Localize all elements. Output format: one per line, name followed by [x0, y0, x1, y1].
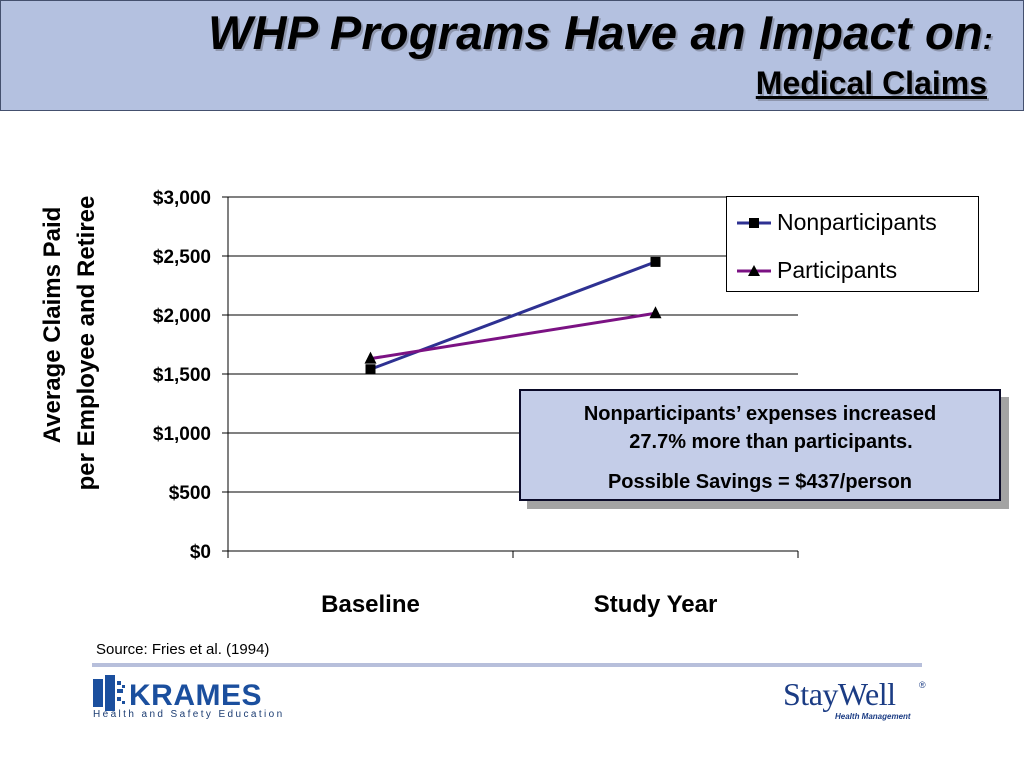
callout-line-1: Nonparticipants’ expenses increased — [583, 403, 937, 425]
series-1-point-1 — [649, 306, 662, 319]
series-0-point-0 — [365, 364, 376, 375]
source-citation: Source: Fries et al. (1994) — [96, 641, 270, 658]
series-1-point-0 — [364, 351, 377, 364]
staywell-registered-mark: ® — [919, 680, 926, 690]
krames-logo: KRAMES Health and Safety Education — [93, 673, 293, 723]
y-tick-labels: $0 $500 $1,000 $1,500 $2,000 $2,500 $3,000 — [153, 188, 211, 563]
y-tick-label-2: $1,000 — [153, 424, 211, 445]
slide-title-text: WHP Programs Have an Impact on — [208, 6, 983, 59]
y-tick-label-3: $1,500 — [153, 365, 211, 386]
krames-tagline: Health and Safety Education — [93, 709, 285, 720]
y-tick-label-6: $3,000 — [153, 188, 211, 209]
series-0-point-1 — [650, 256, 661, 267]
x-category-label-1: Study Year — [594, 591, 718, 618]
krames-mark-icon — [93, 675, 125, 711]
krames-wordmark: KRAMES — [129, 679, 263, 712]
chart-axes — [222, 196, 799, 558]
y-tick-label-0: $0 — [190, 542, 211, 563]
y-tick-label-1: $500 — [169, 483, 211, 504]
legend-label-nonparticipants: Nonparticipants — [777, 209, 937, 235]
slide-title: WHP Programs Have an Impact on: — [208, 5, 993, 60]
y-axis-label-line-1: Average Claims Paid — [39, 207, 66, 444]
staywell-wordmark: StayWell — [783, 676, 896, 712]
slide-title-colon: : — [982, 23, 993, 56]
callout-line-2: 27.7% more than participants. — [629, 431, 913, 453]
title-band: WHP Programs Have an Impact on: Medical … — [0, 0, 1024, 111]
y-tick-label-5: $2,500 — [153, 247, 211, 268]
series-line-1 — [370, 311, 656, 361]
y-axis-label-line-2: per Employee and Retiree — [73, 196, 100, 491]
line-chart: $0 $500 $1,000 $1,500 $2,000 $2,500 $3,000 Bas… — [39, 188, 799, 618]
savings-callout: Nonparticipants’ expenses increased 27.7… — [519, 389, 1001, 501]
callout-line-3: Possible Savings = $437/person — [607, 471, 913, 493]
staywell-tagline: Health Management — [835, 712, 911, 721]
y-tick-label-4: $2,000 — [153, 306, 211, 327]
footer-divider — [92, 663, 922, 667]
chart-legend: Nonparticipants Participants — [726, 196, 979, 292]
x-category-label-0: Baseline — [321, 591, 420, 618]
x-category-labels: Baseline Study Year — [321, 591, 717, 618]
legend-swatch-nonparticipants — [737, 218, 771, 228]
chart-series — [364, 256, 662, 375]
slide-subtitle: Medical Claims — [755, 65, 987, 101]
legend-swatch-participants — [737, 265, 771, 276]
legend-label-participants: Participants — [777, 257, 898, 283]
staywell-logo: StayWell ® Health Management — [783, 676, 933, 726]
